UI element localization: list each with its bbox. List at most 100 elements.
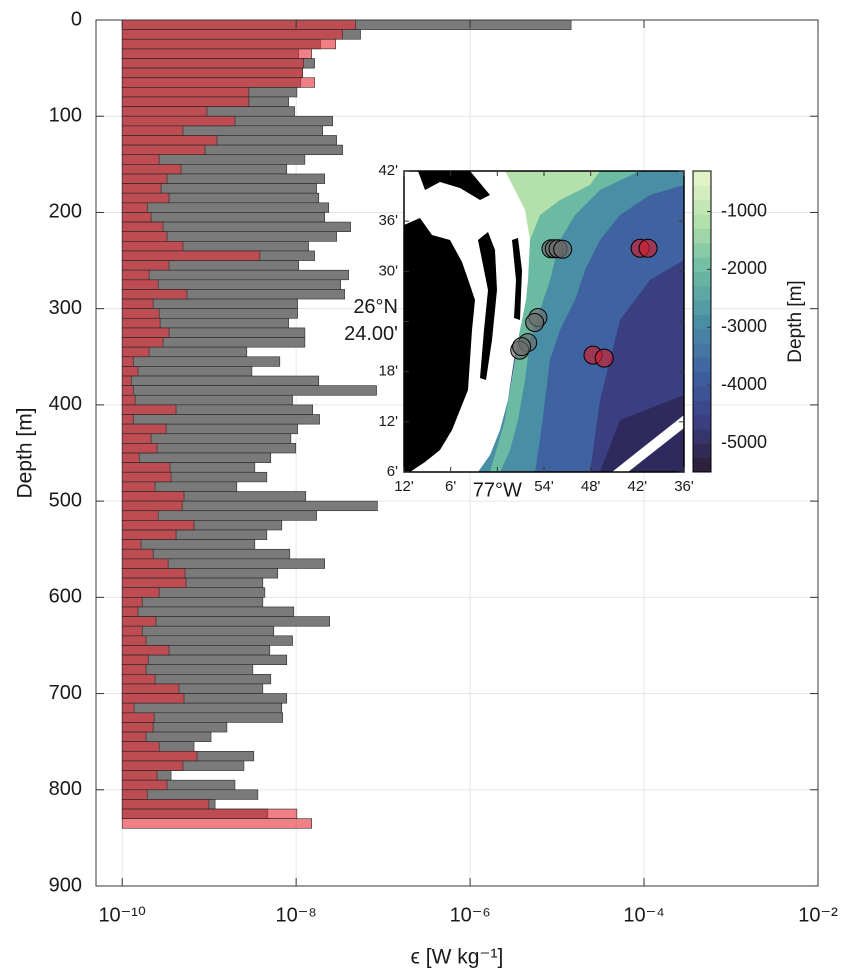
bar [121, 106, 208, 117]
bar [121, 317, 161, 329]
bar [121, 356, 134, 367]
profile-chart: 10⁻¹⁰ 10⁻⁸ 10⁻⁶ 10⁻⁴ 10⁻² 0 100 200 300 400 500 600… [14, 8, 839, 968]
y-tick-label: 900 [49, 874, 82, 896]
bar [121, 29, 343, 40]
bar [121, 433, 152, 444]
bar [121, 414, 134, 425]
bar [121, 770, 158, 781]
bar [121, 597, 264, 608]
bar [121, 491, 185, 502]
bar [121, 375, 132, 386]
bar [121, 58, 304, 69]
bar [121, 635, 147, 646]
inset-map: 12' 6' 77°W 54' 48' 42' 36'6'12'18'26°N 24.00'3… [344, 162, 806, 501]
bar [121, 115, 236, 127]
bar [121, 38, 336, 50]
colorbar-tick-label: -2000 [721, 258, 767, 278]
x-tick-label: 6' [445, 478, 456, 495]
bar [121, 625, 275, 637]
colorbar-band [693, 386, 711, 401]
colorbar-band [693, 257, 711, 272]
bar [121, 394, 136, 406]
bar [121, 606, 295, 617]
colorbar-band [693, 185, 711, 201]
y-tick-label: 30' [378, 262, 398, 279]
x-axis-label: ϵ [W kg⁻¹] [411, 946, 504, 969]
bar [121, 337, 164, 348]
colorbar-tick-label: -3000 [721, 316, 767, 336]
colorbar-band [693, 300, 711, 315]
bar [121, 539, 256, 550]
bar [121, 48, 313, 59]
bar [121, 212, 152, 223]
bar [121, 452, 140, 463]
colorbar-tick-label: -1000 [721, 200, 767, 220]
colorbar-band [693, 429, 711, 444]
colorbar-band [693, 328, 711, 344]
bar [121, 356, 281, 367]
bar [121, 269, 349, 281]
bar [121, 173, 168, 184]
bar [121, 625, 143, 637]
bar [121, 558, 169, 569]
y-tick-label: 12' [378, 413, 398, 430]
colorbar-band [693, 214, 711, 229]
bar [121, 818, 313, 829]
y-tick-label: 600 [49, 586, 82, 608]
bar [121, 702, 135, 714]
bar [121, 481, 156, 492]
colorbar-band [693, 371, 711, 387]
bar [121, 96, 250, 107]
bar [121, 587, 160, 598]
colorbar-band [693, 199, 711, 215]
station-marker [594, 348, 614, 368]
y-tick-label: 42' [378, 162, 398, 179]
x-tick-label: 36' [674, 478, 694, 495]
bar [121, 443, 158, 454]
y-tick-label: 400 [49, 393, 82, 415]
bar [121, 702, 283, 714]
bar [121, 221, 164, 232]
bar [121, 144, 206, 156]
bar [121, 779, 168, 791]
colorbar-band [693, 443, 711, 459]
x-tick-label: 10⁻¹⁰ [98, 904, 145, 926]
bar [121, 394, 293, 406]
bar [121, 183, 162, 194]
bar [121, 366, 253, 377]
bar [121, 616, 157, 627]
bar [121, 664, 147, 675]
bar [121, 500, 183, 512]
x-tick-label: 77°W [473, 479, 522, 501]
x-tick-label: 54' [534, 478, 554, 495]
bar [121, 375, 320, 386]
bar [121, 799, 210, 810]
bar [121, 404, 177, 415]
y-tick-label: 36' [378, 212, 398, 229]
bar [121, 722, 154, 733]
bar [121, 279, 159, 290]
x-tick-label: 10⁻⁴ [623, 904, 664, 926]
bar [121, 597, 143, 608]
bar [121, 269, 150, 281]
bar [121, 298, 154, 309]
colorbar-band [693, 343, 711, 358]
bar [121, 731, 147, 742]
colorbar-frame [692, 170, 712, 473]
y-tick-label: 100 [49, 105, 82, 127]
bar [121, 202, 330, 213]
bar [121, 231, 168, 242]
bar [121, 308, 160, 319]
colorbar-band [693, 271, 711, 287]
x-tick-label: 48' [581, 478, 601, 495]
bar [121, 192, 170, 204]
y-tick-label: 800 [49, 778, 82, 800]
bar [121, 789, 148, 800]
colorbar-tick-label: -4000 [721, 374, 767, 394]
y-tick-label: 300 [49, 297, 82, 319]
bar [121, 568, 186, 579]
bar [121, 423, 167, 435]
bar [121, 241, 184, 252]
bar [121, 712, 155, 723]
bar [121, 346, 150, 358]
